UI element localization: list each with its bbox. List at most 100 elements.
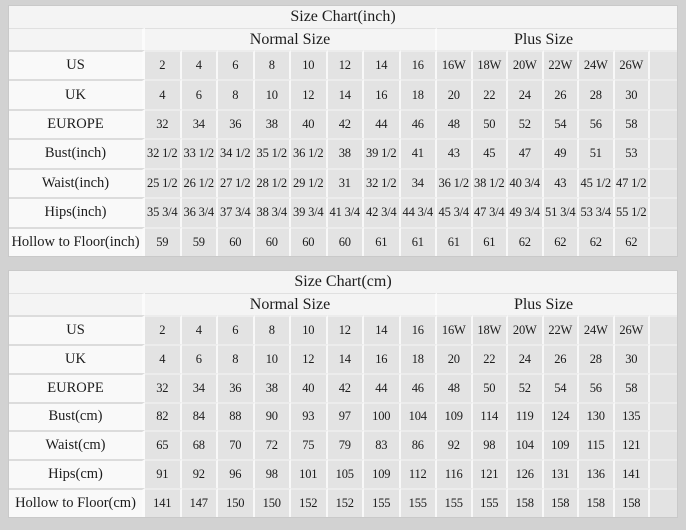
size-cell: 61 [472, 226, 508, 256]
size-cell: 131 [543, 459, 579, 489]
size-cell: 47 3/4 [472, 197, 508, 227]
size-cell: 34 [400, 167, 437, 198]
row-label: EUROPE [9, 372, 145, 402]
size-cell: 36 [218, 372, 255, 402]
size-cell: 158 [543, 488, 579, 517]
size-cell: 38 [254, 372, 291, 402]
size-cell: 18 [400, 343, 437, 373]
size-cell: 92 [181, 459, 218, 489]
size-cell: 44 [364, 372, 401, 402]
size-cell: 22W [543, 315, 579, 344]
size-cell: 55 1/2 [614, 197, 650, 227]
size-cell: 121 [614, 430, 650, 460]
size-cell: 60 [327, 226, 364, 256]
size-cell: 10 [291, 315, 328, 344]
size-cell: 28 [579, 79, 615, 109]
size-cell: 155 [437, 488, 473, 517]
size-cell: 12 [327, 315, 364, 344]
size-cell: 61 [364, 226, 401, 256]
size-cell: 42 3/4 [364, 197, 401, 227]
row-filler [650, 197, 677, 227]
size-cell: 141 [614, 459, 650, 489]
size-cell: 48 [437, 372, 473, 402]
size-cell: 2 [145, 315, 182, 344]
size-cell: 28 1/2 [254, 167, 291, 198]
plus-size-header: Plus Size [437, 28, 650, 50]
size-cell: 49 3/4 [508, 197, 544, 227]
row-label: UK [9, 79, 145, 109]
size-cell: 53 3/4 [579, 197, 615, 227]
size-cell: 155 [472, 488, 508, 517]
row-label: US [9, 50, 145, 80]
size-cell: 12 [291, 343, 328, 373]
size-cell: 52 [508, 372, 544, 402]
size-cell: 36 3/4 [181, 197, 218, 227]
row-label: Hollow to Floor(inch) [9, 226, 145, 256]
size-cell: 126 [508, 459, 544, 489]
size-chart-cm-table: Size Chart(cm) Normal Size Plus Size US 2… [8, 270, 678, 518]
row-filler [650, 459, 677, 489]
row-label: Hollow to Floor(cm) [9, 488, 145, 517]
row-label: Bust(inch) [9, 138, 145, 168]
size-cell: 158 [614, 488, 650, 517]
size-cell: 56 [579, 372, 615, 402]
size-cell: 92 [437, 430, 473, 460]
size-cell: 4 [145, 79, 182, 109]
size-cell: 12 [291, 79, 328, 109]
table-title: Size Chart(cm) [9, 271, 677, 293]
size-cell: 116 [437, 459, 473, 489]
size-cell: 53 [614, 138, 650, 168]
size-cell: 155 [364, 488, 401, 517]
size-cell: 70 [218, 430, 255, 460]
size-cell: 98 [472, 430, 508, 460]
size-cell: 22 [472, 343, 508, 373]
size-cell: 79 [327, 430, 364, 460]
size-cell: 29 1/2 [291, 167, 328, 198]
size-cell: 41 3/4 [327, 197, 364, 227]
size-cell: 109 [364, 459, 401, 489]
size-cell: 47 1/2 [614, 167, 650, 198]
size-cell: 16W [437, 315, 473, 344]
size-cell: 114 [472, 401, 508, 431]
size-cell: 4 [181, 50, 218, 80]
normal-size-header: Normal Size [145, 293, 437, 315]
size-cell: 18W [472, 50, 508, 80]
size-cell: 32 [145, 372, 182, 402]
size-cell: 101 [291, 459, 328, 489]
size-cell: 97 [327, 401, 364, 431]
normal-size-header: Normal Size [145, 28, 437, 50]
size-cell: 28 [579, 343, 615, 373]
header-filler [650, 28, 677, 50]
size-cell: 34 [181, 372, 218, 402]
size-cell: 40 [291, 372, 328, 402]
size-cell: 37 3/4 [218, 197, 255, 227]
size-cell: 83 [364, 430, 401, 460]
size-cell: 32 1/2 [145, 138, 182, 168]
plus-size-header: Plus Size [437, 293, 650, 315]
size-cell: 34 1/2 [218, 138, 255, 168]
size-cell: 84 [181, 401, 218, 431]
size-cell: 75 [291, 430, 328, 460]
size-cell: 82 [145, 401, 182, 431]
size-cell: 32 [145, 108, 182, 139]
row-label: Hips(inch) [9, 197, 145, 227]
size-cell: 104 [508, 430, 544, 460]
size-cell: 56 [579, 108, 615, 139]
size-cell: 88 [218, 401, 255, 431]
size-cell: 16 [364, 343, 401, 373]
size-cell: 50 [472, 108, 508, 139]
size-cell: 36 1/2 [437, 167, 473, 198]
row-label: EUROPE [9, 108, 145, 139]
size-cell: 45 3/4 [437, 197, 473, 227]
size-cell: 26 1/2 [181, 167, 218, 198]
size-cell: 61 [437, 226, 473, 256]
size-cell: 155 [400, 488, 437, 517]
size-cell: 6 [181, 79, 218, 109]
row-filler [650, 226, 677, 256]
size-cell: 26 [543, 79, 579, 109]
size-cell: 18W [472, 315, 508, 344]
size-cell: 24W [579, 50, 615, 80]
size-cell: 10 [254, 343, 291, 373]
row-filler [650, 430, 677, 460]
row-label: Bust(cm) [9, 401, 145, 431]
